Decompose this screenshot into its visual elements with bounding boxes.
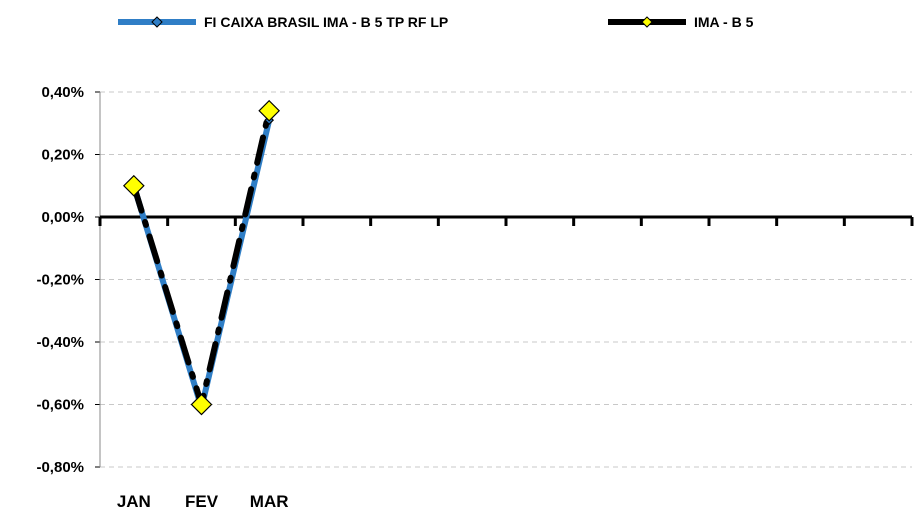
y-tick-label: 0,20%: [41, 147, 84, 164]
y-tick-label: -0,40%: [36, 334, 84, 351]
legend-label-ima: IMA - B 5: [694, 14, 754, 30]
x-category-label: MAR: [250, 492, 289, 511]
data-point-marker: [258, 99, 281, 122]
legend: FI CAIXA BRASIL IMA - B 5 TP RF LP IMA -…: [0, 0, 914, 44]
legend-item-fund: FI CAIXA BRASIL IMA - B 5 TP RF LP: [118, 14, 448, 30]
legend-item-ima: IMA - B 5: [608, 14, 753, 30]
legend-label-fund: FI CAIXA BRASIL IMA - B 5 TP RF LP: [204, 14, 449, 30]
data-point-marker: [190, 393, 213, 416]
series-line-0: [130, 117, 273, 411]
y-tick-label: -0,80%: [36, 459, 84, 476]
data-point-marker: [122, 174, 145, 197]
y-tick-label: 0,40%: [41, 84, 84, 101]
x-category-label: JAN: [117, 492, 151, 511]
legend-swatch-ima: [608, 16, 686, 28]
x-category-label: FEV: [185, 492, 219, 511]
y-tick-label: -0,20%: [36, 272, 84, 289]
y-tick-label: -0,60%: [36, 397, 84, 414]
y-tick-label: 0,00%: [41, 209, 84, 226]
legend-swatch-fund: [118, 16, 196, 28]
